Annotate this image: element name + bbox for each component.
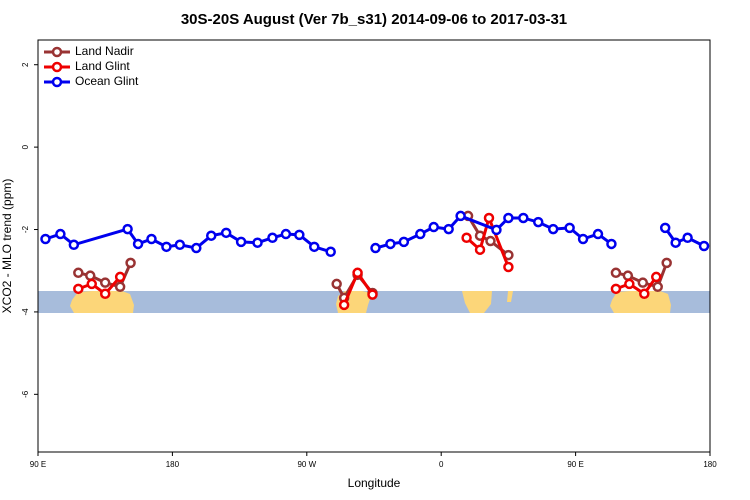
data-point <box>325 246 336 258</box>
data-point <box>385 238 396 250</box>
x-tick-label: 180 <box>703 460 717 469</box>
series-line <box>465 213 510 268</box>
y-tick-label: 0 <box>21 144 30 149</box>
data-point <box>352 267 363 279</box>
data-point <box>698 240 710 252</box>
data-point <box>331 278 342 290</box>
data-point <box>174 239 186 251</box>
data-point <box>564 222 575 234</box>
chart-title: 30S-20S August (Ver 7b_s31) 2014-09-06 t… <box>181 11 567 28</box>
data-point <box>547 223 559 235</box>
data-point <box>220 227 232 239</box>
data-point <box>161 241 172 253</box>
data-point <box>592 228 604 240</box>
data-point <box>518 212 529 224</box>
data-point <box>606 238 617 250</box>
y-tick-label: -4 <box>21 308 30 316</box>
data-point <box>670 237 681 248</box>
data-point <box>99 288 111 300</box>
series-line <box>77 275 122 296</box>
data-point <box>443 223 454 235</box>
data-point <box>338 299 350 311</box>
data-point <box>146 233 157 245</box>
data-point <box>637 277 649 288</box>
data-point <box>610 283 622 295</box>
data-point <box>491 224 502 236</box>
data-point <box>455 210 466 222</box>
land-australia <box>610 291 671 313</box>
data-point <box>503 212 514 224</box>
data-point <box>485 235 496 247</box>
data-point <box>99 277 111 288</box>
data-point <box>639 288 650 300</box>
data-point <box>122 223 133 235</box>
data-point <box>191 242 202 254</box>
data-point <box>577 233 589 245</box>
data-point <box>428 221 439 233</box>
data-point <box>252 237 263 248</box>
data-point <box>474 244 486 255</box>
x-tick-label: 90 E <box>567 460 583 469</box>
data-point <box>205 230 217 241</box>
data-point <box>73 283 84 295</box>
data-point <box>73 267 84 279</box>
data-point <box>624 278 635 290</box>
data-point <box>661 257 672 269</box>
data-point <box>461 232 472 244</box>
data-point <box>622 270 634 281</box>
data-point <box>650 271 662 283</box>
data-point <box>40 233 51 245</box>
x-tick-label: 180 <box>166 460 180 469</box>
x-tick-label: 90 E <box>30 460 46 469</box>
data-point <box>294 229 305 241</box>
data-point <box>682 232 693 244</box>
y-tick-label: -2 <box>21 225 30 233</box>
land-madagascar <box>507 291 513 302</box>
data-point <box>483 212 495 224</box>
x-tick-label: 90 W <box>297 460 316 469</box>
data-point <box>114 281 126 293</box>
data-point <box>659 222 671 234</box>
y-axis-label: XCO2 - MLO trend (ppm) <box>0 179 14 314</box>
x-axis-label: Longitude <box>348 476 401 490</box>
land-australia <box>70 291 134 313</box>
land-africa <box>462 291 492 313</box>
legend-marker <box>51 76 63 88</box>
series-line <box>615 276 658 296</box>
data-point <box>114 271 126 283</box>
legend-label: Ocean Glint <box>75 74 139 88</box>
data-point <box>280 228 292 240</box>
legend-label: Land Glint <box>75 59 130 73</box>
data-point <box>370 242 381 254</box>
data-point <box>125 257 136 269</box>
data-point <box>533 216 544 228</box>
data-point <box>85 270 96 281</box>
data-point <box>610 267 622 279</box>
data-point <box>652 281 663 293</box>
data-point <box>415 228 426 240</box>
x-tick-label: 0 <box>439 460 444 469</box>
series-line <box>663 227 705 248</box>
data-point <box>267 232 278 244</box>
data-point <box>503 261 514 273</box>
legend-marker <box>51 46 63 58</box>
data-point <box>398 236 410 248</box>
data-point <box>55 228 66 240</box>
plot-frame <box>37 39 711 453</box>
data-point <box>367 289 378 300</box>
series-line <box>375 214 613 250</box>
legend-marker <box>51 61 63 73</box>
ocean-band <box>38 291 710 313</box>
y-tick-label: -6 <box>21 390 30 398</box>
legend-label: Land Nadir <box>75 44 134 58</box>
data-point <box>86 278 98 290</box>
data-point <box>132 238 144 250</box>
data-point <box>68 239 80 251</box>
data-point <box>235 236 247 248</box>
data-point <box>309 241 320 253</box>
y-tick-label: 2 <box>21 62 30 67</box>
